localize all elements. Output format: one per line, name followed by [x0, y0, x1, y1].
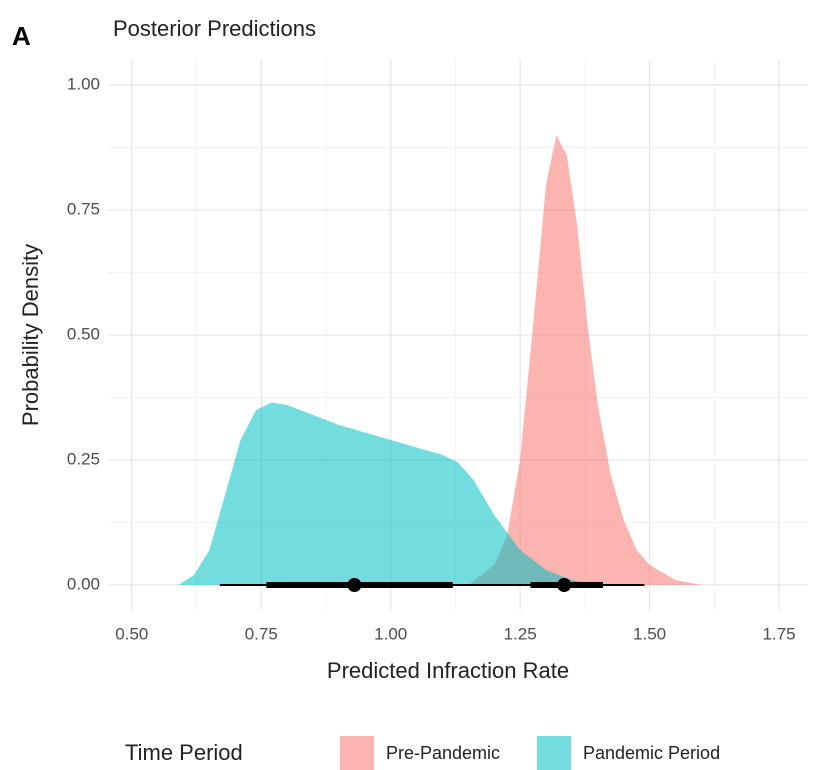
legend-key [340, 736, 374, 770]
y-tick-label: 0.25 [67, 449, 100, 468]
y-axis-label: Probability Density [18, 244, 43, 426]
x-tick-label: 1.50 [633, 624, 666, 643]
point-estimate [557, 578, 572, 592]
x-tick-label: 0.50 [115, 624, 148, 643]
density-area [178, 402, 598, 585]
legend-key [537, 736, 571, 770]
legend-label: Pandemic Period [583, 743, 720, 763]
chart-title: Posterior Predictions [113, 16, 316, 41]
density-area [468, 135, 702, 585]
x-tick-label: 1.25 [504, 624, 537, 643]
x-axis-label: Predicted Infraction Rate [327, 658, 569, 683]
x-tick-label: 1.75 [762, 624, 795, 643]
panel-label: A [12, 21, 31, 51]
y-tick-label: 1.00 [67, 74, 100, 93]
x-tick-label: 1.00 [374, 624, 407, 643]
y-tick-label: 0.00 [67, 574, 100, 593]
x-tick-label: 0.75 [245, 624, 278, 643]
legend-title: Time Period [125, 740, 243, 765]
point-estimate [347, 578, 362, 592]
y-tick-label: 0.50 [67, 324, 100, 343]
legend-label: Pre-Pandemic [386, 743, 500, 763]
y-tick-label: 0.75 [67, 199, 100, 218]
